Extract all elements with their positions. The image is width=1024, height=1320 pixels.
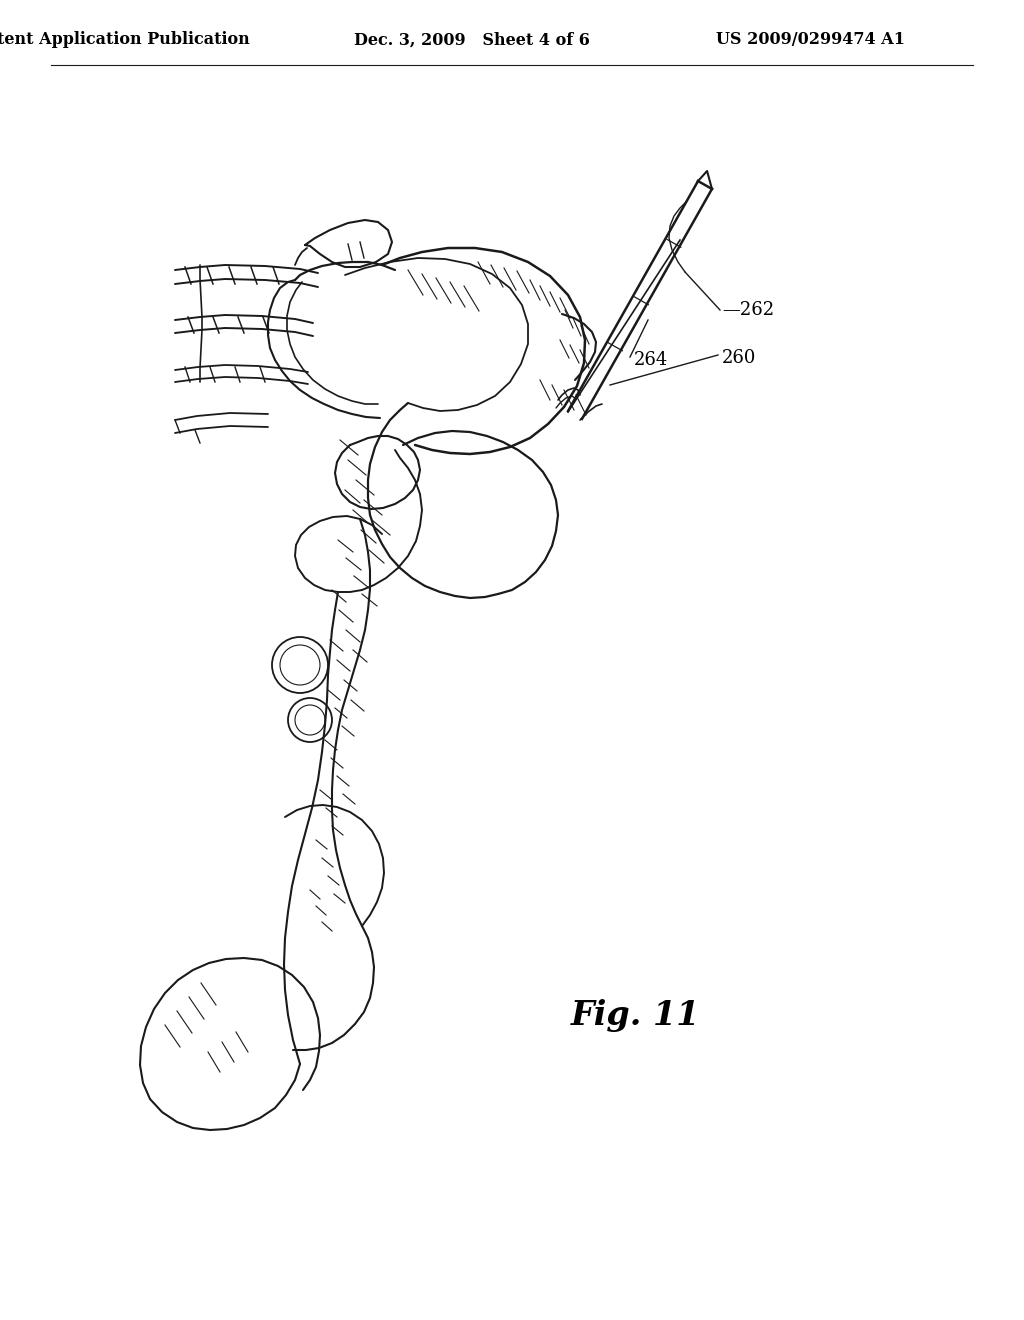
Text: Patent Application Publication: Patent Application Publication xyxy=(0,32,250,49)
Text: Dec. 3, 2009   Sheet 4 of 6: Dec. 3, 2009 Sheet 4 of 6 xyxy=(354,32,590,49)
Text: Fig. 11: Fig. 11 xyxy=(571,998,700,1031)
Text: 260: 260 xyxy=(722,348,757,367)
Text: —262: —262 xyxy=(722,301,774,319)
Text: 264: 264 xyxy=(634,351,669,370)
Text: US 2009/0299474 A1: US 2009/0299474 A1 xyxy=(716,32,904,49)
